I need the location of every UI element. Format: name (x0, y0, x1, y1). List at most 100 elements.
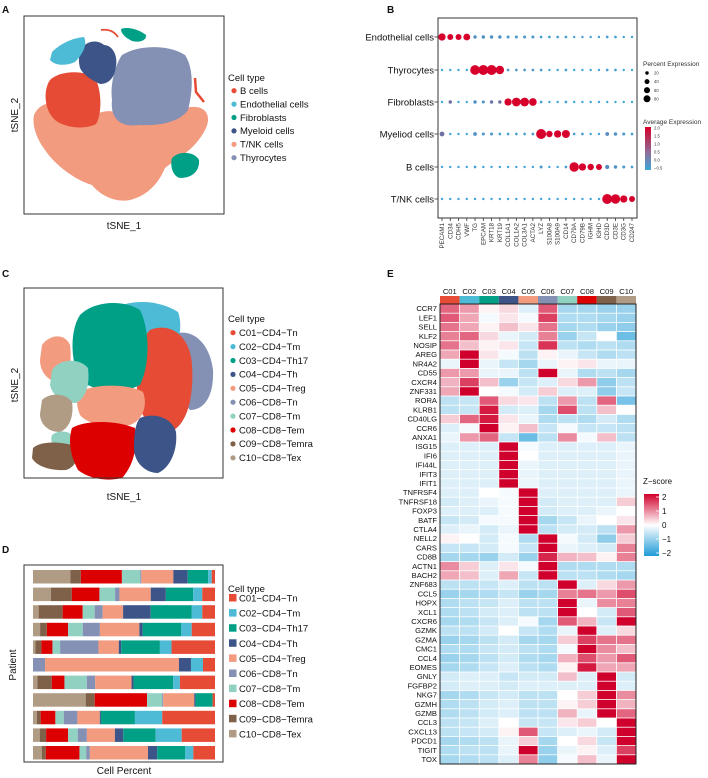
dot-CD3D-4 (605, 132, 610, 136)
row-label: CXCL13 (408, 727, 437, 736)
cell-CCL5-C01 (440, 589, 460, 598)
cell-NELL2-C06 (538, 534, 558, 543)
dot-ACTA2-5 (531, 165, 535, 169)
dot-CD3D-1 (605, 35, 609, 39)
cell-CCL5-C02 (460, 589, 479, 598)
cell-KLF2-C09 (597, 332, 616, 341)
cell-NR4A2-C04 (499, 359, 518, 368)
cell-GZMH-C10 (616, 700, 636, 709)
legend-swatch-1 (229, 594, 237, 602)
cell-IFI6-C06 (538, 451, 558, 460)
cell-XCL1-C04 (499, 608, 518, 617)
cell-ACTN1-C02 (460, 562, 479, 571)
cell-CCL3-C05 (518, 718, 538, 727)
dot-CD247-4 (630, 132, 634, 136)
dot-CD34-6 (449, 197, 452, 201)
y-axis-label-c: tSNE_2 (10, 367, 21, 402)
cell-IFIT1-C02 (460, 479, 479, 488)
row-label: T/NK cells (391, 195, 435, 206)
row-label: NELL2 (414, 534, 437, 543)
legend-dot-3 (230, 357, 236, 364)
cell-SELL-C10 (616, 322, 636, 332)
cell-CTLA4-C01 (440, 525, 460, 534)
cell-TNFRSF18-C06 (538, 497, 558, 506)
dot-CD34-4 (449, 132, 452, 136)
dot-CD3G-5 (622, 165, 626, 169)
dot-KRT19-4 (498, 132, 502, 136)
panel-c-tsne: tSNE_1 tSNE_2 Cell type C01−CD4−Tn C02−CD… (10, 287, 314, 503)
cell-XCL1-C07 (558, 608, 577, 617)
cell-IFIT1-C03 (479, 479, 499, 488)
cell-PDCD1-C04 (499, 736, 518, 746)
column-label: C04 (502, 287, 516, 296)
dot-IGHD-6 (597, 197, 601, 201)
cell-CCL3-C09 (597, 718, 616, 727)
dot-CD14-4 (561, 129, 570, 139)
bar-11-segment-C04 (147, 746, 158, 760)
cell-SELL-C01 (440, 322, 460, 332)
bar-3-segment-C09 (38, 605, 63, 619)
cell-AREG-C07 (558, 350, 577, 359)
cell-AREG-C08 (577, 350, 597, 359)
cell-TNFRSF18-C03 (479, 497, 499, 506)
dot-KRT19-5 (498, 165, 502, 169)
bar-3-segment-C10 (33, 605, 39, 619)
row-label: RORA (415, 396, 438, 405)
cell-GZMH-C05 (518, 700, 538, 709)
cell-CXCL13-C06 (538, 727, 558, 736)
gene-label: COL3A1 (522, 222, 529, 246)
dot-CD247-6 (629, 196, 635, 202)
bar-9-segment-C03 (100, 710, 135, 725)
dot-COL3A1-1 (523, 35, 527, 39)
cell-ACTN1-C10 (616, 562, 636, 571)
row-label: NKG7 (416, 691, 437, 700)
row-label: ANXA1 (412, 433, 437, 442)
dot-CD3E-5 (613, 165, 618, 169)
bar-7-segment-C01 (179, 675, 215, 690)
bar-9-segment-C07 (55, 710, 64, 725)
legend-label: C10−CD8−Tex (239, 729, 302, 740)
bar-3-segment-C05 (102, 605, 124, 619)
cell-CXCR4-C02 (460, 378, 479, 387)
dot-CD34-1 (447, 34, 454, 40)
cell-CCR7-C02 (460, 304, 479, 313)
legend-label: C05−CD4−Treg (239, 654, 306, 665)
dot-IGHM-4 (589, 132, 592, 136)
legend-b: Percent Expression 20 40 60 80 Average Expres… (643, 61, 701, 171)
dot-EPCAM-4 (481, 132, 485, 136)
legend-c: C01−CD4−Tn C02−CD4−Tm C03−CD4−Th17 C04−CD4−… (230, 328, 314, 464)
dot-ACTA2-2 (531, 68, 535, 72)
dot-IGHD-2 (597, 68, 601, 72)
legend-swatch-9 (229, 714, 237, 723)
cell-CCL4-C04 (499, 654, 518, 663)
cell-FGFBP2-C07 (558, 681, 577, 690)
bar-2-segment-C02 (193, 587, 203, 602)
dot-IGHD-3 (597, 100, 601, 104)
cell-CCR7-C05 (518, 304, 538, 313)
legend-dot-7 (230, 413, 236, 419)
cell-GZMB-C03 (479, 709, 499, 718)
cell-SELL-C07 (558, 322, 577, 332)
cell-TNFRSF18-C07 (558, 497, 577, 506)
gene-label: PECAM1 (439, 222, 446, 248)
cell-TNFRSF4-C10 (616, 488, 636, 497)
cell-XCL1-C02 (460, 608, 479, 617)
cell-BATF-C03 (479, 516, 499, 525)
cell-CCR7-C06 (538, 304, 558, 313)
cell-PDCD1-C08 (577, 736, 597, 746)
dot-PECAM1-2 (440, 68, 444, 72)
cell-IFIT1-C09 (597, 479, 616, 488)
dot-CD79A-1 (572, 35, 576, 39)
cell-ZNF331-C05 (518, 387, 538, 396)
bar-11-segment-C07 (79, 746, 87, 760)
cell-NOSIP-C09 (597, 341, 616, 350)
bar-10-segment-C02 (155, 728, 182, 742)
color-legend-tick: 1.5 (654, 134, 660, 139)
cell-CXCR6-C01 (440, 617, 460, 626)
bar-8-segment-C06 (162, 693, 164, 707)
cell-IFIT3-C06 (538, 470, 558, 479)
dot-S100A9-1 (556, 35, 559, 39)
cell-NKG7-C05 (518, 690, 538, 700)
cluster-c09 (32, 442, 78, 471)
dot-COL1A2-2 (515, 68, 518, 72)
